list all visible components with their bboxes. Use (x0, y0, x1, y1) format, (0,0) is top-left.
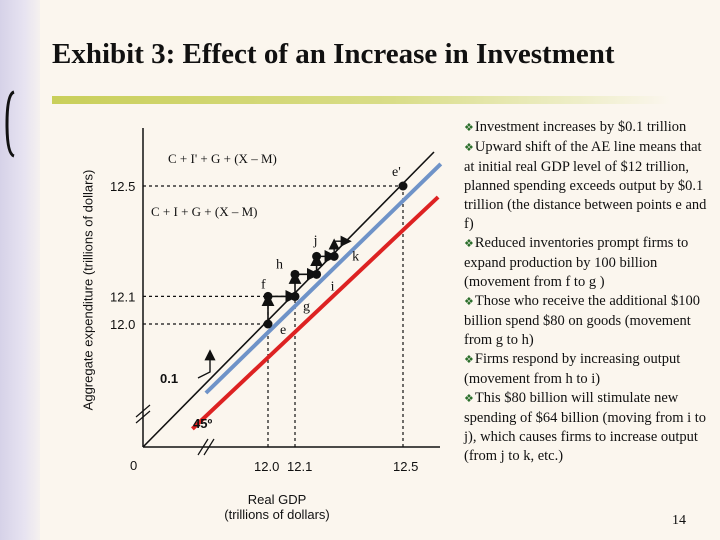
shift-amount-arrow (197, 349, 216, 379)
page-number: 14 (672, 513, 686, 528)
bullet-item: ❖Those who receive the additional $100 b… (464, 293, 700, 348)
slide-title: Exhibit 3: Effect of an Increase in Inve… (52, 38, 615, 70)
x-tick-label: 12.0 (254, 459, 279, 474)
45-degree-label: 45º (193, 416, 212, 431)
y-tick-label: 12.1 (110, 289, 135, 304)
bullet-item: ❖Reduced inventories prompt firms to exp… (464, 235, 689, 290)
point-label-g: g (303, 299, 310, 314)
diamond-bullet-icon: ❖ (464, 354, 474, 366)
x-axis-break-mark (197, 438, 209, 456)
point-label-h: h (276, 257, 283, 272)
point-label-k: k (352, 249, 359, 264)
bullet-item: ❖Firms respond by increasing output (mov… (464, 351, 681, 387)
ae-line-original-label: C + I + G + (X – M) (151, 204, 258, 219)
point-e-prime (398, 181, 408, 191)
bullet-item: ❖This $80 billion will stimulate new spe… (464, 390, 707, 464)
title-underline (52, 96, 670, 104)
x-tick-label: 12.1 (287, 459, 312, 474)
explanation-bullets: ❖Investment increases by $0.1 trillion ❖… (464, 118, 712, 466)
point-label-j: j (313, 233, 318, 248)
point-g (290, 291, 300, 301)
left-decorative-strip (0, 0, 40, 540)
y-tick-label: 12.5 (110, 179, 135, 194)
x-tick-label: 12.5 (393, 459, 418, 474)
point-i (312, 269, 322, 279)
point-label-i: i (331, 279, 335, 294)
point-label-e-prime: e' (392, 165, 401, 180)
bullet-item: ❖Investment increases by $0.1 trillion (464, 119, 687, 135)
x-axis-label-units: (trillions of dollars) (224, 507, 329, 522)
diamond-bullet-icon: ❖ (464, 238, 474, 250)
x-axis-break-mark (203, 438, 215, 456)
y-axis-break-mark (135, 404, 151, 418)
y-tick-label: 12.0 (110, 317, 135, 332)
point-label-e: e (280, 323, 286, 338)
diamond-bullet-icon: ❖ (464, 296, 474, 308)
shift-amount-label: 0.1 (160, 371, 178, 386)
point-label-f: f (261, 277, 266, 292)
diamond-bullet-icon: ❖ (464, 393, 474, 405)
point-k (329, 251, 339, 261)
x-axis-label: Real GDP (248, 492, 307, 507)
ae-line-new-label: C + I' + G + (X – M) (168, 151, 277, 166)
ae-line-new (204, 162, 443, 395)
point-j (312, 251, 322, 261)
bullet-item: ❖Upward shift of the AE line means that … (464, 139, 707, 232)
y-axis-break-mark (135, 410, 151, 424)
ae-line-original (191, 195, 440, 431)
diamond-bullet-icon: ❖ (464, 142, 474, 154)
bracket-decoration-icon (5, 90, 15, 158)
point-f (263, 291, 273, 301)
diamond-bullet-icon: ❖ (464, 122, 474, 134)
origin-label: 0 (130, 458, 137, 473)
point-e (263, 319, 273, 329)
45-degree-line (142, 151, 435, 448)
point-h (290, 269, 300, 279)
